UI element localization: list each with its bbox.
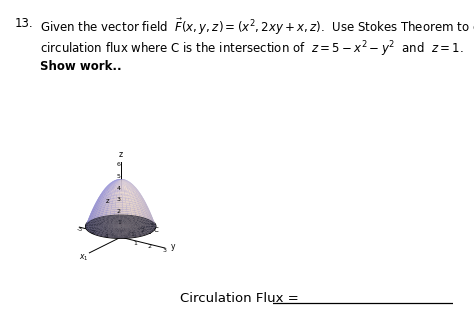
Text: circulation flux where C is the intersection of  $z = 5 - x^2 - y^2$  and  $z = : circulation flux where C is the intersec… <box>40 40 464 59</box>
Text: Circulation Flux =: Circulation Flux = <box>180 292 303 305</box>
Text: 13.: 13. <box>14 17 33 30</box>
Text: Show work..: Show work.. <box>40 60 122 73</box>
Text: Given the vector field  $\vec{F}(x, y, z) = (x^2, 2xy + x, z)$.  Use Stokes Theo: Given the vector field $\vec{F}(x, y, z)… <box>40 17 474 37</box>
